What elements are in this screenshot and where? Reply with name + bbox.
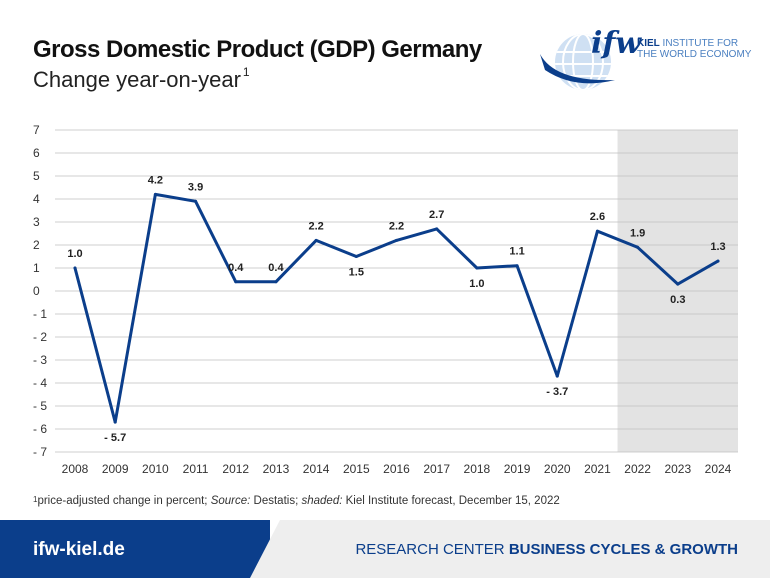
data-label: - 5.7 (104, 432, 126, 444)
y-tick-label: 4 (33, 192, 40, 206)
data-point (555, 374, 559, 378)
x-tick-label: 2010 (142, 462, 169, 476)
data-label: 2.2 (389, 220, 404, 232)
footnote-shaded-label: shaded: (301, 495, 343, 507)
x-tick-label: 2016 (383, 462, 410, 476)
y-tick-label: 0 (33, 284, 40, 298)
data-label: 1.0 (469, 278, 484, 290)
kiel-institute-logo[interactable]: ifw KIEL INSTITUTE FOR THE WORLD ECONOMY (535, 20, 755, 100)
data-point (595, 229, 599, 233)
x-tick-label: 2024 (705, 462, 732, 476)
y-tick-label: - 5 (33, 399, 47, 413)
y-tick-label: 7 (33, 123, 40, 137)
data-point (113, 420, 117, 424)
y-tick-label: - 7 (33, 445, 47, 459)
data-point (636, 245, 640, 249)
footnote-text-a: price-adjusted change in percent; (37, 495, 211, 507)
data-label: 1.1 (509, 246, 524, 258)
y-tick-label: - 1 (33, 307, 47, 321)
x-tick-label: 2020 (544, 462, 571, 476)
y-tick-label: 1 (33, 261, 40, 275)
data-label: 2.7 (429, 209, 444, 221)
data-point (153, 192, 157, 196)
logo-text-line1: INSTITUTE FOR (659, 38, 739, 49)
x-tick-label: 2022 (624, 462, 651, 476)
x-tick-label: 2021 (584, 462, 611, 476)
gdp-line-chart: 7 6 5 4 3 2 1 0 - 1 - 2 - 3 - 4 - 5 - 6 - 7 2008 2009 201… (33, 123, 738, 476)
data-point (676, 282, 680, 286)
footnote: 1price-adjusted change in percent; Sourc… (33, 495, 560, 507)
logo-text-line2: THE WORLD ECONOMY (637, 49, 752, 60)
data-label: 1.5 (349, 267, 364, 279)
data-point (435, 227, 439, 231)
x-tick-label: 2011 (183, 462, 209, 476)
x-tick-label: 2012 (222, 462, 249, 476)
y-tick-label: - 3 (33, 353, 47, 367)
data-point (274, 280, 278, 284)
x-tick-label: 2017 (423, 462, 450, 476)
x-tick-label: 2009 (102, 462, 129, 476)
data-label: 4.2 (148, 174, 163, 186)
x-tick-label: 2019 (504, 462, 531, 476)
data-point (194, 199, 198, 203)
footnote-text-b: Destatis; (250, 495, 302, 507)
x-tick-label: 2018 (464, 462, 491, 476)
footnote-source-label: Source: (210, 495, 251, 507)
footnote-text-c: Kiel Institute forecast, December 15, 20… (342, 495, 560, 507)
y-tick-label: 5 (33, 169, 40, 183)
data-label: 2.2 (308, 220, 323, 232)
globe-icon (540, 34, 615, 90)
data-label: 1.3 (710, 241, 725, 253)
y-tick-label: 6 (33, 146, 40, 160)
x-tick-label: 2014 (303, 462, 330, 476)
ifw-logo-mark: ifw (591, 26, 642, 61)
x-tick-label: 2015 (343, 462, 370, 476)
y-tick-label: 2 (33, 238, 40, 252)
data-label: 3.9 (188, 181, 203, 193)
data-label: 2.6 (590, 211, 605, 223)
data-label: 0.3 (670, 294, 685, 306)
y-tick-label: 3 (33, 215, 40, 229)
data-point (716, 259, 720, 263)
data-label: 0.4 (228, 262, 244, 274)
footer-bar: ifw-kiel.de RESEARCH CENTER BUSINESS CYC… (0, 520, 770, 578)
x-tick-label: 2008 (62, 462, 89, 476)
logo-text-bold: KIEL (637, 38, 660, 49)
website-link[interactable]: ifw-kiel.de (33, 539, 125, 560)
subtitle-footnote-mark: 1 (242, 65, 250, 79)
footer-right-panel: RESEARCH CENTER BUSINESS CYCLES & GROWTH (250, 520, 770, 578)
research-center-prefix: RESEARCH CENTER (355, 541, 509, 558)
logo-text: KIEL INSTITUTE FOR THE WORLD ECONOMY (637, 38, 751, 60)
footnote-mark: 1 (33, 495, 38, 504)
data-point (515, 264, 519, 268)
research-center-label: RESEARCH CENTER BUSINESS CYCLES & GROWTH (355, 541, 738, 558)
chart-title: Gross Domestic Product (GDP) Germany (33, 36, 482, 63)
research-center-name: BUSINESS CYCLES & GROWTH (508, 541, 738, 558)
y-tick-label: - 4 (33, 376, 47, 390)
chart-subtitle: Change year-on-year 1 (33, 65, 250, 93)
footer-left-panel: ifw-kiel.de (0, 520, 270, 578)
data-point (395, 238, 398, 242)
data-label: - 3.7 (546, 386, 568, 398)
data-point (73, 266, 77, 270)
data-label: 0.4 (268, 262, 284, 274)
y-tick-label: - 6 (33, 422, 47, 436)
data-point (475, 266, 479, 270)
y-tick-label: - 2 (33, 330, 47, 344)
x-tick-label: 2023 (664, 462, 691, 476)
data-point (314, 238, 318, 242)
subtitle-text: Change year-on-year (33, 67, 241, 92)
data-label: 1.9 (630, 227, 645, 239)
data-point (234, 280, 238, 284)
data-point (354, 255, 358, 258)
x-tick-label: 2013 (263, 462, 290, 476)
data-label: 1.0 (67, 248, 82, 260)
